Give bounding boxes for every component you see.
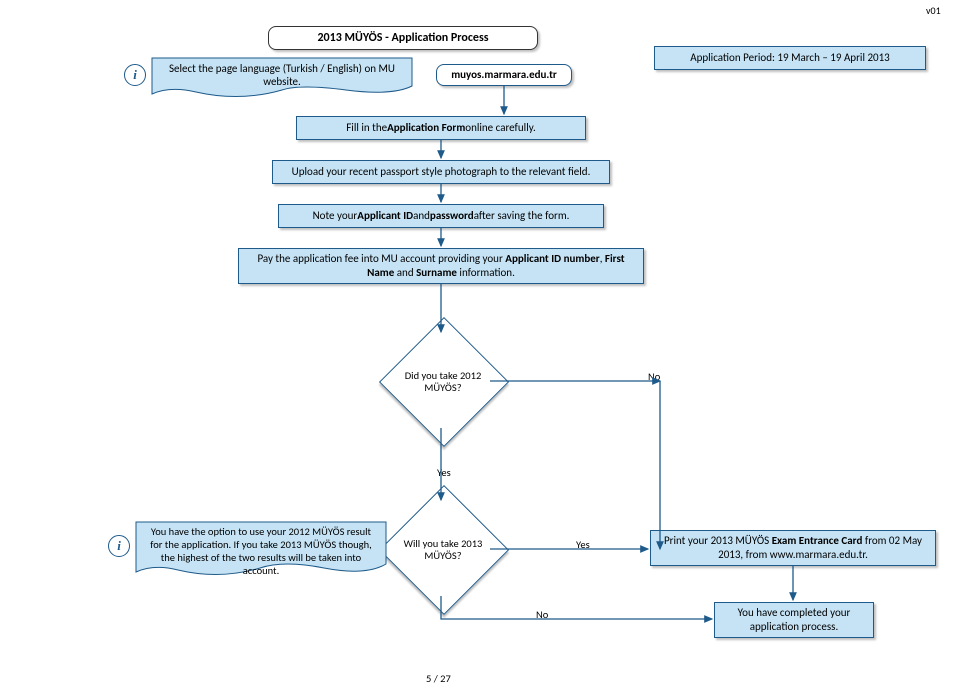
step-upload: Upload your recent passport style photog… [272,160,610,184]
url-box: muyos.marmara.edu.tr [436,64,572,86]
info-icon-2: i [108,535,130,557]
txt-ni-b2: password [430,209,474,223]
note-option-2012: You have the option to use your 2012 MÜY… [134,520,388,580]
label-no-1: No [648,370,660,383]
step-pay-fee: Pay the application fee into MU account … [238,248,644,284]
txt-pf-b3: Surname [416,266,457,279]
note-select-language: Select the page language (Turkish / Engl… [150,56,414,100]
txt-ni-b1: Applicant ID [357,209,413,223]
decision-2012-text: Did you take 2012 MÜYÖS? [388,370,498,394]
title-box: 2013 MÜYÖS - Application Process [268,26,538,50]
step-print-card: Print your 2013 MÜYÖS Exam Entrance Card… [650,530,936,566]
step-note-id: Note your Applicant ID and password afte… [278,204,604,228]
txt-pf-pre: Pay the application fee into MU account … [257,252,505,265]
txt-fill-b: Application Form [387,121,465,135]
note-select-language-text: Select the page language (Turkish / Engl… [150,56,414,100]
txt-ni-mid: and [413,209,430,223]
version-label: v01 [926,4,941,17]
label-yes-1: Yes [437,466,451,479]
step-done: You have completed your application proc… [714,602,874,638]
note-option-2012-text: You have the option to use your 2012 MÜY… [134,520,388,580]
txt-pr-pre: Print your 2013 MÜYÖS [664,534,772,547]
txt-fill-post: online carefully. [465,121,535,135]
txt-pr-b: Exam Entrance Card [772,534,863,547]
txt-pf-mid2: and [394,266,416,279]
period-box: Application Period: 19 March – 19 April … [654,46,926,70]
txt-ni-post: after saving the form. [474,209,570,223]
decision-2013-text: Will you take 2013 MÜYÖS? [388,538,498,562]
arrow-lines [0,0,960,694]
txt-pf-post: information. [457,266,515,279]
txt-ni-pre: Note your [313,209,358,223]
page-number: 5 / 27 [426,672,451,685]
step-fill-form: Fill in the Application Form online care… [296,116,586,140]
label-no-2: No [536,608,548,621]
txt-fill-pre: Fill in the [346,121,387,135]
txt-pf-b1: Applicant ID number [505,252,599,265]
info-icon: i [124,64,146,86]
label-yes-2: Yes [576,538,590,551]
